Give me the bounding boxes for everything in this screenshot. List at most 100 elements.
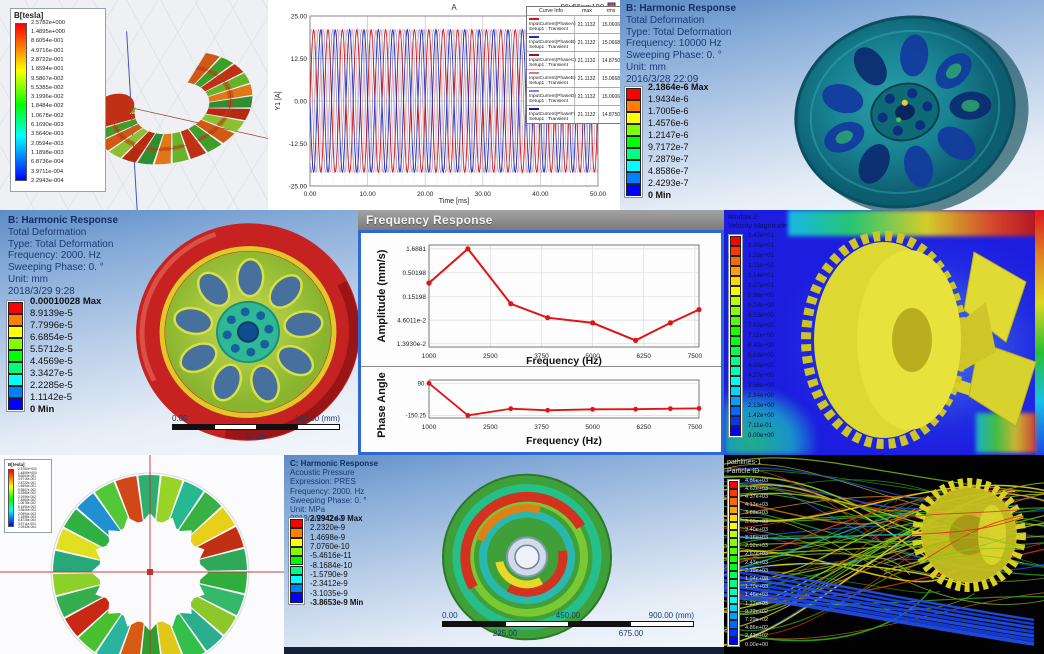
series-value: 14.8750 bbox=[601, 111, 620, 118]
window-edge bbox=[284, 647, 724, 654]
column-header: Curve Info bbox=[539, 8, 563, 14]
x-axis-label: Frequency (Hz) bbox=[526, 355, 602, 367]
tick-label: 2500 bbox=[483, 424, 498, 431]
series-name: InputCurrent(PhaseC) bbox=[529, 58, 576, 63]
stator-ring-graphic bbox=[0, 455, 284, 654]
colorbar-value: 1.7005e-6 bbox=[648, 106, 689, 117]
colorbar-title: window 2. Velocity Magnitude bbox=[728, 213, 787, 231]
series-value: 15.0606 bbox=[601, 21, 620, 28]
colorbar-value: 2.9942e-9 Max bbox=[310, 514, 363, 524]
colorbar-value: 7.29e+02 bbox=[745, 616, 769, 623]
tick-label: 5000 bbox=[585, 353, 600, 360]
tick-label: 10.00 bbox=[359, 191, 376, 198]
series-swatch bbox=[529, 53, 539, 56]
colorbar-value: -2.3412e-9 bbox=[310, 579, 348, 589]
frequency-response-window: Frequency Response 1.6881 0.50198 0.15198 4… bbox=[358, 210, 724, 455]
colorbar-value: 1.4698e-9 bbox=[310, 532, 346, 542]
deformed-wheel-graphic bbox=[794, 15, 1029, 210]
tick-label: 3750 bbox=[534, 424, 549, 431]
acoustic-disc-graphic bbox=[442, 473, 612, 641]
streamlines-graphic bbox=[724, 457, 1044, 647]
colorbar-value: 1.2147e-6 bbox=[648, 130, 689, 141]
colorbar-value: 7.7996e-5 bbox=[30, 320, 73, 332]
colorbar-value: -8.1684e-10 bbox=[310, 560, 353, 570]
colorbar-value: 2.84e+00 bbox=[748, 392, 774, 400]
info-line: Acoustic Pressure bbox=[290, 468, 355, 478]
colorbar-value: 2.0594e-003 bbox=[18, 511, 36, 516]
colorbar-value: 2.5782e+000 bbox=[18, 467, 37, 472]
colorbar-value: 2.2320e-9 bbox=[310, 523, 346, 533]
series-setup: Setup1 : Transient bbox=[529, 63, 568, 68]
colorbar-value: 1.4895e+000 bbox=[31, 29, 66, 36]
colorbar-value: -5.4616e-11 bbox=[310, 551, 352, 561]
colorbar-value: 2.5782e+000 bbox=[31, 19, 66, 26]
info-line: Unit: MPa bbox=[290, 505, 326, 515]
colorbar-value: 1.1898e-003 bbox=[31, 149, 64, 156]
pathlines-panel: pathlines-1 Particle ID 4.86e+03 4.62e+03 4… bbox=[724, 455, 1044, 654]
series-swatch bbox=[529, 35, 539, 38]
colorbar-value: 9.7172e-7 bbox=[648, 142, 689, 153]
tick-label: 90. bbox=[418, 382, 427, 388]
colorbar-value: 0.00e+00 bbox=[745, 641, 769, 648]
colorbar-value: 1.6594e-001 bbox=[18, 484, 36, 489]
ruler-label: 900.00 (mm) bbox=[648, 611, 694, 620]
colorbar-value: 2.92e+03 bbox=[745, 543, 769, 550]
colorbar-value: 6.40e+00 bbox=[748, 342, 774, 350]
ruler-label: 225.00 bbox=[492, 629, 518, 638]
phase-angle-chart: 90. -150.25 1000 2500 3750 5000 6250 7500 Phase … bbox=[376, 372, 703, 447]
analysis-info-block: B: Harmonic Response Total Deformation Ty… bbox=[626, 3, 736, 86]
tick-label: 6250 bbox=[637, 424, 652, 431]
series-setup: Setup1 : Transient bbox=[529, 27, 568, 32]
colorbar-value: 4.86e+03 bbox=[745, 477, 769, 484]
colorbar-value: 8.53e+00 bbox=[748, 312, 774, 320]
colorbar-value: 9.5867e-002 bbox=[31, 75, 64, 82]
info-line: Unit: mm bbox=[626, 61, 666, 73]
colorbar-value: 2.8722e-001 bbox=[31, 56, 64, 63]
tick-label: 25.00 bbox=[291, 13, 308, 20]
torus-model-graphic bbox=[31, 31, 268, 210]
series-name: InputCurrent(PhaseD) bbox=[529, 94, 576, 99]
harmonic-response-2000-panel: B: Harmonic Response Total Deformation Ty… bbox=[0, 210, 358, 455]
colorbar-value: 1.1142e-5 bbox=[30, 392, 73, 404]
window-title: Frequency Response bbox=[366, 213, 493, 227]
velocity-contour-patch bbox=[1035, 210, 1044, 455]
colorbar-value: 1.9434e-6 bbox=[648, 94, 689, 105]
ruler-label: 100.00 (mm) bbox=[294, 414, 340, 423]
analysis-title: C: Harmonic Response bbox=[290, 459, 379, 468]
colorbar-value: 3.1996e-002 bbox=[31, 94, 64, 101]
series-name: InputCurrent(PhaseE) bbox=[529, 76, 576, 81]
maxwell-torus-panel: B[tesla] 2.5782e+000 1.4895e+000 8.6054e-0… bbox=[0, 0, 268, 210]
analysis-title: B: Harmonic Response bbox=[8, 215, 119, 226]
legend-row: InputCurrent(PhaseD) Setup1 : Transient 21… bbox=[527, 87, 620, 105]
colorbar-value: 1.70e+03 bbox=[745, 584, 769, 591]
ruler-label: 0.00 bbox=[172, 414, 188, 423]
series-setup: Setup1 : Transient bbox=[529, 45, 568, 50]
tick-label: 30.00 bbox=[475, 191, 492, 198]
colorbar-value: 8.9139e-5 bbox=[30, 308, 73, 320]
colorbar-value: 4.98e+00 bbox=[748, 362, 774, 370]
tick-label: 5000 bbox=[585, 424, 600, 431]
tick-label: 6250 bbox=[637, 353, 652, 360]
ruler-label: 50.00 bbox=[245, 432, 267, 441]
colorbar-value: 5.5385e-002 bbox=[18, 491, 36, 496]
acoustic-pressure-panel: C: Harmonic Response Acoustic Pressure Ex… bbox=[284, 455, 724, 654]
window-titlebar[interactable]: Frequency Response bbox=[358, 210, 724, 230]
series-name: InputCurrent(PhaseF) bbox=[529, 112, 576, 117]
tick-label: -25.00 bbox=[289, 183, 308, 190]
colorbar-value: 1.6594e-001 bbox=[31, 66, 64, 73]
cfd-velocity-panel: window 2. Velocity Magnitude 1.42e+01 1.35… bbox=[724, 210, 1044, 455]
colorbar-value: 7.11e+00 bbox=[748, 332, 774, 340]
series-value: 21.1132 bbox=[575, 88, 599, 105]
tick-label: 0.50198 bbox=[403, 270, 427, 277]
y-axis-label: Amplitude (mm/s) bbox=[376, 249, 388, 342]
window-content: 1.6881 0.50198 0.15198 4.6011e-2 1.3930e-2 10… bbox=[361, 233, 721, 452]
colorbar-value: 3.65e+03 bbox=[745, 518, 769, 525]
colorbar-value: 7.11e-01 bbox=[748, 422, 772, 430]
colorbar-value: 4.62e+03 bbox=[745, 485, 769, 492]
colorbar-value: 0.00e+00 bbox=[748, 432, 774, 440]
series-value: 21.1132 bbox=[575, 106, 599, 123]
colorbar-title: B[tesla] bbox=[8, 462, 25, 467]
series-setup: Setup1 : Transient bbox=[529, 81, 568, 86]
deformed-wheel-graphic bbox=[136, 223, 358, 441]
